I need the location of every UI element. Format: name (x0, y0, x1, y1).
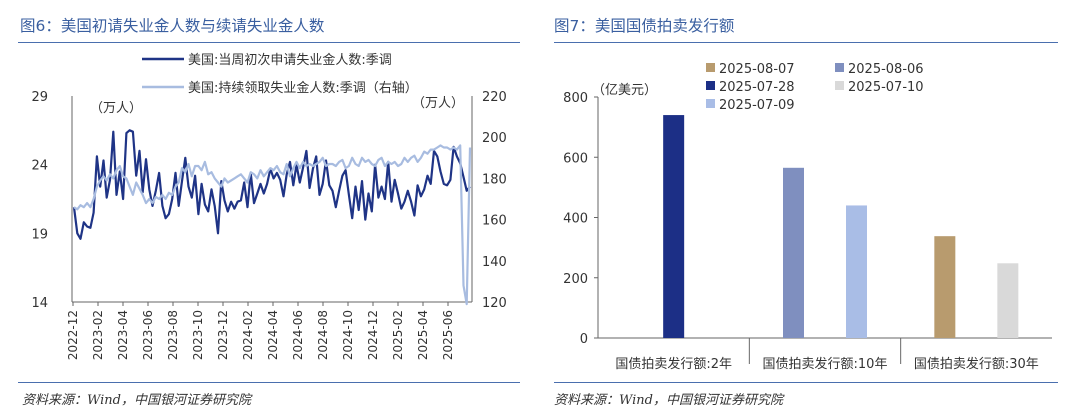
figure-6-title: 图6：美国初请失业金人数与续请失业金人数 (20, 17, 325, 35)
x-tick-label: 2024-06 (291, 310, 305, 360)
legend-label: 2025-08-07 (719, 62, 795, 77)
right-tick-label: 160 (482, 214, 507, 229)
left-tick-label: 19 (31, 227, 48, 242)
figure-7-source: 资料来源：Wind，中国银河证券研究院 (554, 393, 783, 408)
x-tick-label: 2023-08 (166, 310, 180, 360)
legend-label: 2025-07-10 (848, 80, 924, 95)
x-tick-label: 2024-10 (341, 310, 355, 360)
legend-label: 2025-07-28 (719, 80, 795, 95)
y-tick-label: 600 (563, 151, 588, 166)
legend-label: 美国:当周初次申请失业金人数:季调 (188, 52, 392, 68)
initial-claims-line (72, 129, 471, 240)
figure-6-chart: 14 19 24 29 120 140 160 180 200 220 （万人） （万人） 2022-1… (31, 52, 507, 360)
figure-7-title: 图7：美国国债拍卖发行额 (554, 17, 735, 35)
x-tick-label: 2024-04 (266, 310, 280, 360)
right-axis-unit: （万人） (412, 96, 464, 111)
left-tick-label: 24 (31, 159, 48, 174)
figure-6-source: 资料来源：Wind，中国银河证券研究院 (22, 393, 251, 408)
y-axis-unit: （亿美元） (592, 83, 657, 98)
bar-2025-07-28 (663, 115, 685, 338)
legend-label: 2025-08-06 (848, 62, 924, 77)
figure-7-chart: 0 200 400 600 800 （亿美元） 国债拍卖发行额:2年 国债拍卖发行额:10年 国… (563, 62, 1052, 372)
x-tick-label: 2023-02 (91, 310, 105, 360)
left-tick-label: 29 (31, 90, 48, 105)
x-tick-label: 2024-12 (366, 310, 380, 360)
x-tick-label: 2022-12 (66, 310, 80, 360)
x-tick-label: 2023-10 (191, 310, 205, 360)
legend-swatch (835, 81, 844, 90)
x-tick-label: 2025-02 (391, 310, 405, 360)
y-tick-label: 400 (563, 212, 588, 227)
category-label: 国债拍卖发行额:2年 (615, 356, 732, 372)
continuing-claims-line (73, 144, 472, 306)
legend-swatch (835, 63, 844, 72)
figure-6-bottom-rule (18, 382, 520, 383)
bar-2025-07-10 (997, 263, 1019, 338)
right-tick-label: 200 (482, 131, 507, 146)
figure-7-bottom-rule (554, 382, 1058, 383)
legend-swatch (706, 81, 715, 90)
x-tick-label: 2024-08 (316, 310, 330, 360)
figure-6-top-rule (18, 42, 520, 43)
right-tick-label: 140 (482, 255, 507, 270)
figure-7-top-rule (554, 42, 1058, 43)
legend-swatch (706, 99, 715, 108)
x-tick-label: 2023-12 (216, 310, 230, 360)
x-tick-label: 2025-06 (441, 310, 455, 360)
x-tick-label: 2023-06 (141, 310, 155, 360)
y-tick-label: 0 (580, 332, 588, 347)
category-label: 国债拍卖发行额:10年 (763, 356, 888, 372)
legend-label: 美国:持续领取失业金人数:季调（右轴） (188, 80, 418, 96)
category-label: 国债拍卖发行额:30年 (914, 356, 1039, 372)
bar-2025-07-09 (846, 205, 867, 338)
bar-2025-08-07 (934, 236, 956, 338)
right-tick-label: 220 (482, 90, 507, 105)
x-tick-label: 2023-04 (116, 310, 130, 360)
y-tick-label: 800 (563, 91, 588, 106)
x-tick-label: 2024-02 (241, 310, 255, 360)
left-axis-unit: （万人） (90, 101, 142, 116)
legend-swatch (706, 63, 715, 72)
x-tick-label: 2025-04 (416, 310, 430, 360)
legend-label: 2025-07-09 (719, 98, 795, 113)
left-tick-label: 14 (31, 296, 48, 311)
right-tick-label: 120 (482, 296, 507, 311)
right-tick-label: 180 (482, 172, 507, 187)
y-tick-label: 200 (563, 272, 588, 287)
bar-2025-08-06 (783, 167, 804, 338)
